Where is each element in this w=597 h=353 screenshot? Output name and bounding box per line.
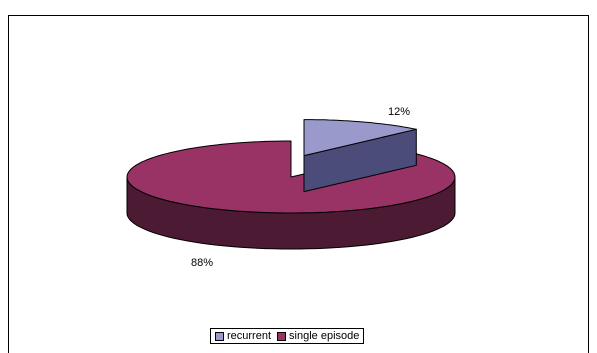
slice-recurrent xyxy=(303,119,417,157)
data-label-single-episode: 88% xyxy=(191,257,213,269)
legend-label-single-episode: single episode xyxy=(289,330,360,342)
legend-swatch-recurrent xyxy=(215,331,224,341)
legend-item-recurrent: recurrent xyxy=(215,329,271,343)
legend-swatch-single-episode xyxy=(277,331,287,341)
legend-label-recurrent: recurrent xyxy=(227,330,272,342)
legend-item-single-episode: single episode xyxy=(277,329,359,343)
data-label-recurrent: 12% xyxy=(388,106,410,118)
legend: recurrent single episode xyxy=(210,328,365,344)
